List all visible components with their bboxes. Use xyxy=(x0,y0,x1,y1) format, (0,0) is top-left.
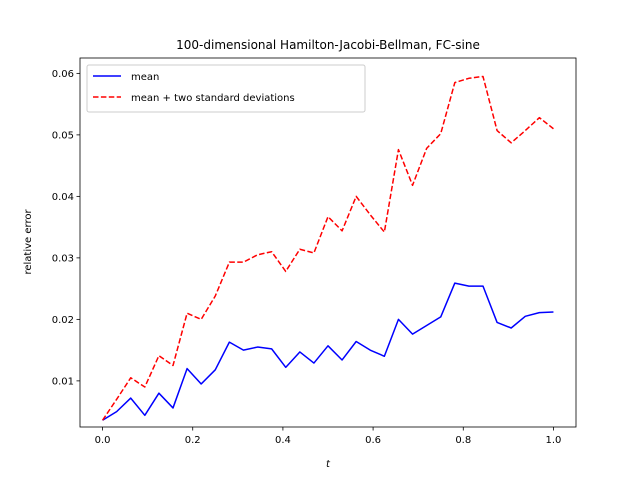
x-tick-label: 0.0 xyxy=(95,435,111,446)
series-line-mean-plus-two-std xyxy=(101,75,554,421)
series-line-mean xyxy=(102,282,554,421)
y-axis-label: relative error xyxy=(23,209,34,275)
y-tick-label: 0.04 xyxy=(52,192,74,203)
axis-ticks: 0.0 0.2 0.4 0.6 0.8 1.0 0.01 0.02 0.03 0.04 0.05 0.… xyxy=(52,69,562,446)
legend: mean mean + two standard deviations xyxy=(86,64,366,113)
y-tick-label: 0.05 xyxy=(52,130,74,141)
x-tick-label: 0.2 xyxy=(185,435,201,446)
y-tick-label: 0.01 xyxy=(52,376,74,387)
x-tick-label: 0.8 xyxy=(455,435,471,446)
x-tick-label: 0.6 xyxy=(365,435,381,446)
y-tick-label: 0.03 xyxy=(52,253,74,264)
legend-mean-label: mean xyxy=(131,72,159,83)
y-tick-label: 0.02 xyxy=(52,315,74,326)
x-tick-label: 0.4 xyxy=(275,435,291,446)
x-axis-label: t xyxy=(326,459,331,470)
y-tick-label: 0.06 xyxy=(52,69,74,80)
x-tick-label: 1.0 xyxy=(546,435,562,446)
legend-box xyxy=(86,64,366,113)
chart-title: 100-dimensional Hamilton-Jacobi-Bellman,… xyxy=(176,38,480,52)
legend-upper-label: mean + two standard deviations xyxy=(131,93,295,104)
series-layer xyxy=(101,75,554,421)
axes-frame xyxy=(79,57,577,428)
